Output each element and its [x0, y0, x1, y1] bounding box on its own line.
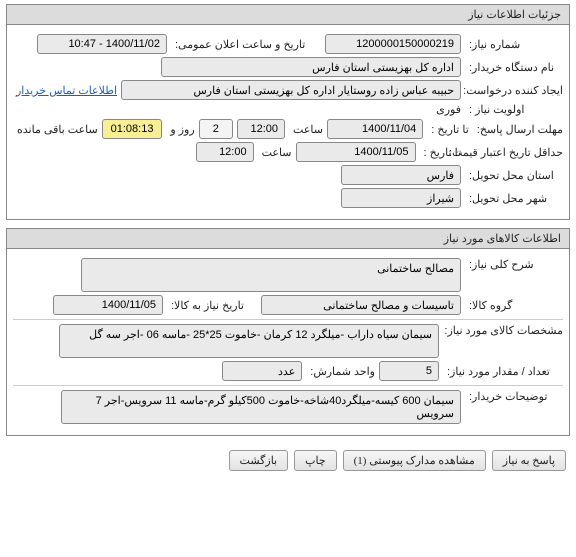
row-group: گروه کالا: تاسیسات و مصالح ساختمانی تاری… — [13, 295, 563, 315]
row-spec: مشخصات کالای مورد نیاز: سیمان سیاه داراب… — [13, 324, 563, 358]
panel1-body: شماره نیاز: 1200000150000219 تاریخ و ساع… — [7, 25, 569, 219]
row-city: شهر محل تحویل: شیراز — [13, 188, 563, 208]
notes-label: توضیحات خریدار: — [465, 390, 563, 403]
deadline-date-field: 1400/11/04 — [327, 119, 423, 139]
qty-label: تعداد / مقدار مورد نیاز: — [443, 365, 563, 378]
need-no-label: شماره نیاز: — [465, 38, 563, 51]
days-remain-field: 2 — [199, 119, 233, 139]
row-province: استان محل تحویل: فارس — [13, 165, 563, 185]
row-qty: تعداد / مقدار مورد نیاز: 5 واحد شمارش: ع… — [13, 361, 563, 381]
group-label: گروه کالا: — [465, 299, 563, 312]
min-valid-time-field: 12:00 — [196, 142, 254, 162]
unit-field: عدد — [222, 361, 302, 381]
group-field: تاسیسات و مصالح ساختمانی — [261, 295, 461, 315]
buyer-org-label: نام دستگاه خریدار: — [465, 61, 563, 74]
row-priority: اولویت نیاز : فوری — [13, 103, 563, 116]
row-need-no: شماره نیاز: 1200000150000219 تاریخ و ساع… — [13, 34, 563, 54]
deadline-time-label: ساعت — [289, 123, 323, 136]
goods-info-panel: اطلاعات کالاهای مورد نیاز شرح کلی نیاز: … — [6, 228, 570, 436]
min-valid-date-field: 1400/11/05 — [296, 142, 416, 162]
countdown-label: ساعت باقی مانده — [13, 123, 98, 136]
public-date-field: 1400/11/02 - 10:47 — [37, 34, 167, 54]
city-label: شهر محل تحویل: — [465, 192, 563, 205]
spec-label: مشخصات کالای مورد نیاز: — [443, 324, 563, 337]
until-label: تا تاریخ : — [427, 123, 468, 136]
panel2-header: اطلاعات کالاهای مورد نیاز — [7, 229, 569, 249]
row-deadline: مهلت ارسال پاسخ: تا تاریخ : 1400/11/04 س… — [13, 119, 563, 139]
public-date-label: تاریخ و ساعت اعلان عمومی: — [171, 38, 321, 51]
back-button[interactable]: بازگشت — [229, 450, 289, 471]
buyer-org-field: اداره کل بهزیستی استان فارس — [161, 57, 461, 77]
need-no-field: 1200000150000219 — [325, 34, 461, 54]
need-by-field: 1400/11/05 — [53, 295, 163, 315]
priority-label: اولویت نیاز : — [465, 103, 563, 116]
priority-value: فوری — [341, 103, 461, 116]
view-attachments-button[interactable]: مشاهده مدارک پیوستی (1) — [343, 450, 486, 471]
need-details-panel: جزئیات اطلاعات نیاز شماره نیاز: 12000001… — [6, 4, 570, 220]
row-buyer-org: نام دستگاه خریدار: اداره کل بهزیستی استا… — [13, 57, 563, 77]
row-desc: شرح کلی نیاز: مصالح ساختمانی — [13, 258, 563, 292]
row-creator: ایجاد کننده درخواست: حبیبه عباس زاده روس… — [13, 80, 563, 100]
contact-link[interactable]: اطلاعات تماس خریدار — [16, 84, 117, 97]
deadline-label: مهلت ارسال پاسخ: — [473, 123, 563, 136]
qty-field: 5 — [379, 361, 439, 381]
print-button[interactable]: چاپ — [294, 450, 337, 471]
creator-label: ایجاد کننده درخواست: — [465, 84, 563, 97]
min-valid-label: حداقل تاریخ اعتبار قیمت: — [465, 146, 563, 159]
min-valid-time-label: ساعت — [258, 146, 292, 159]
province-field: فارس — [341, 165, 461, 185]
spec-field: سیمان سیاه داراب -میلگرد 12 کرمان -خاموت… — [59, 324, 439, 358]
province-label: استان محل تحویل: — [465, 169, 563, 182]
unit-label: واحد شمارش: — [306, 365, 375, 378]
days-remain-label: روز و — [166, 123, 194, 136]
until-label-2: تا تاریخ : — [420, 146, 461, 159]
panel1-header: جزئیات اطلاعات نیاز — [7, 5, 569, 25]
need-by-label: تاریخ نیاز به کالا: — [167, 299, 257, 312]
button-row: پاسخ به نیاز مشاهده مدارک پیوستی (1) چاپ… — [0, 444, 576, 477]
creator-field: حبیبه عباس زاده روستایار اداره کل بهزیست… — [121, 80, 461, 100]
separator-2 — [13, 385, 563, 386]
row-min-valid: حداقل تاریخ اعتبار قیمت: تا تاریخ : 1400… — [13, 142, 563, 162]
reply-button[interactable]: پاسخ به نیاز — [492, 450, 566, 471]
countdown-field: 01:08:13 — [102, 119, 163, 139]
row-notes: توضیحات خریدار: سیمان 600 کیسه-میلگرد40ش… — [13, 390, 563, 424]
separator-1 — [13, 319, 563, 320]
desc-label: شرح کلی نیاز: — [465, 258, 563, 271]
desc-field: مصالح ساختمانی — [81, 258, 461, 292]
deadline-time-field: 12:00 — [237, 119, 285, 139]
panel2-body: شرح کلی نیاز: مصالح ساختمانی گروه کالا: … — [7, 249, 569, 435]
city-field: شیراز — [341, 188, 461, 208]
notes-field: سیمان 600 کیسه-میلگرد40شاخه-خاموت 500کیل… — [61, 390, 461, 424]
